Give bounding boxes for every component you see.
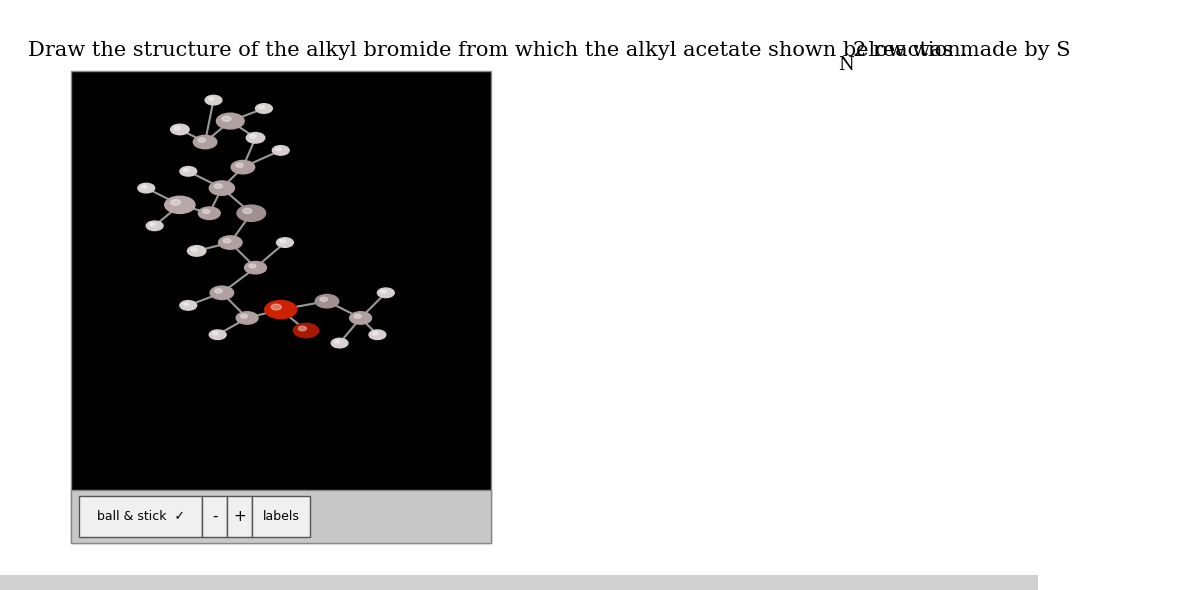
Circle shape: [259, 106, 264, 109]
Circle shape: [209, 181, 235, 195]
Circle shape: [212, 332, 218, 335]
Circle shape: [236, 163, 243, 168]
Circle shape: [210, 286, 234, 300]
Circle shape: [243, 208, 251, 214]
Circle shape: [215, 289, 222, 293]
Circle shape: [141, 185, 147, 188]
Circle shape: [273, 146, 289, 155]
Circle shape: [209, 330, 227, 339]
Circle shape: [138, 183, 154, 193]
Circle shape: [180, 166, 197, 176]
Circle shape: [231, 160, 255, 174]
Circle shape: [236, 312, 259, 324]
Circle shape: [174, 126, 180, 130]
Circle shape: [369, 330, 385, 339]
Circle shape: [241, 314, 248, 318]
Circle shape: [255, 104, 273, 113]
Circle shape: [209, 97, 213, 100]
Circle shape: [377, 288, 394, 297]
Circle shape: [171, 199, 180, 205]
Circle shape: [203, 209, 210, 214]
Circle shape: [334, 340, 340, 343]
Circle shape: [222, 116, 231, 122]
Circle shape: [187, 245, 206, 256]
FancyBboxPatch shape: [71, 71, 491, 543]
Circle shape: [237, 205, 266, 221]
Circle shape: [249, 264, 256, 268]
Circle shape: [183, 303, 189, 306]
Circle shape: [205, 96, 222, 105]
Circle shape: [191, 248, 197, 251]
Circle shape: [171, 124, 189, 135]
FancyBboxPatch shape: [79, 496, 203, 537]
Text: N: N: [839, 56, 854, 74]
Text: 2 reaction.: 2 reaction.: [853, 41, 968, 60]
Circle shape: [215, 184, 223, 188]
Text: +: +: [234, 509, 247, 524]
Circle shape: [244, 261, 267, 274]
Circle shape: [198, 207, 221, 219]
Text: -: -: [212, 509, 217, 524]
Circle shape: [183, 169, 189, 172]
Circle shape: [216, 113, 244, 129]
Text: ball & stick  ✓: ball & stick ✓: [96, 510, 185, 523]
Text: labels: labels: [263, 510, 300, 523]
FancyBboxPatch shape: [71, 490, 491, 543]
Circle shape: [350, 312, 371, 324]
Circle shape: [372, 332, 378, 335]
Circle shape: [146, 221, 162, 231]
Circle shape: [331, 338, 347, 348]
Circle shape: [275, 148, 281, 150]
Circle shape: [193, 135, 217, 149]
Circle shape: [276, 238, 293, 247]
Circle shape: [264, 300, 296, 319]
Circle shape: [293, 323, 319, 337]
Bar: [0, 575, 1038, 590]
Circle shape: [149, 223, 155, 226]
Circle shape: [381, 290, 387, 293]
FancyBboxPatch shape: [228, 496, 253, 537]
Circle shape: [247, 133, 264, 143]
Circle shape: [165, 196, 195, 214]
Circle shape: [250, 135, 256, 138]
Circle shape: [299, 326, 306, 331]
FancyBboxPatch shape: [253, 496, 311, 537]
Circle shape: [355, 314, 361, 318]
Circle shape: [198, 138, 205, 142]
Circle shape: [218, 236, 242, 249]
Circle shape: [223, 238, 231, 243]
Text: Draw the structure of the alkyl bromide from which the alkyl acetate shown below: Draw the structure of the alkyl bromide …: [28, 41, 1071, 60]
Circle shape: [180, 301, 197, 310]
Circle shape: [272, 304, 281, 310]
Circle shape: [320, 297, 327, 301]
Circle shape: [315, 294, 339, 308]
Circle shape: [280, 240, 286, 242]
FancyBboxPatch shape: [203, 496, 228, 537]
